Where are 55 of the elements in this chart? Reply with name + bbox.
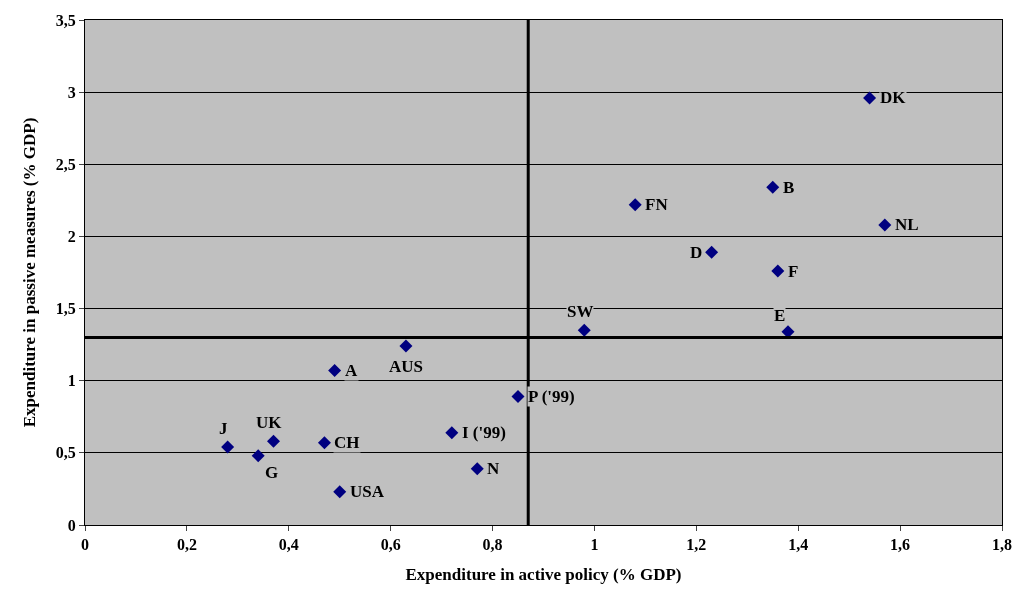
x-tick-label: 1,6 bbox=[890, 536, 911, 554]
annotation: NL bbox=[895, 215, 919, 234]
x-tick-label: 1,8 bbox=[992, 536, 1012, 554]
annotation: A bbox=[345, 361, 358, 380]
x-tick-label: 1 bbox=[590, 536, 599, 554]
point bbox=[221, 440, 235, 454]
annotation: P ('99) bbox=[528, 387, 575, 406]
x-tick-label: 1,2 bbox=[686, 536, 707, 554]
point bbox=[399, 339, 413, 353]
x-tick-label: 1,4 bbox=[788, 536, 809, 554]
annotation: E bbox=[774, 306, 786, 325]
point bbox=[878, 218, 892, 232]
y-axis-title: Expenditure in passive measures (% GDP) bbox=[20, 117, 40, 428]
point bbox=[766, 180, 780, 194]
y-tick-label: 1 bbox=[67, 372, 76, 390]
annotation: FN bbox=[645, 195, 669, 214]
y-tick-label: 1,5 bbox=[55, 300, 76, 318]
annotation: USA bbox=[350, 482, 385, 501]
annotation: CH bbox=[334, 433, 360, 452]
point bbox=[328, 364, 342, 378]
annotation: UK bbox=[256, 413, 283, 432]
point bbox=[705, 245, 719, 259]
annotation: J bbox=[219, 419, 228, 438]
point bbox=[333, 485, 347, 499]
point bbox=[470, 462, 484, 476]
y-tick-label: 0,5 bbox=[55, 444, 76, 462]
y-tick-label: 0 bbox=[67, 516, 76, 534]
point bbox=[863, 91, 877, 105]
x-tick-label: 0,6 bbox=[380, 536, 401, 554]
x-tick-label: 0,8 bbox=[482, 536, 503, 554]
annotation: G bbox=[265, 463, 279, 482]
annotation: I ('99) bbox=[462, 423, 506, 442]
y-tick-label: 3,5 bbox=[55, 11, 76, 29]
annotation: D bbox=[690, 243, 703, 262]
annotation: DK bbox=[880, 88, 907, 107]
annotation: N bbox=[487, 459, 500, 478]
point bbox=[445, 426, 459, 440]
x-tick-label: 0 bbox=[81, 536, 89, 554]
annotation: F bbox=[788, 262, 799, 281]
x-tick-label: 0,4 bbox=[278, 536, 299, 554]
point bbox=[251, 449, 265, 463]
annotation: AUS bbox=[389, 357, 424, 376]
point bbox=[577, 323, 591, 337]
annotation: B bbox=[783, 178, 795, 197]
x-axis-title: Expenditure in active policy (% GDP) bbox=[405, 564, 682, 584]
point bbox=[266, 434, 280, 448]
point bbox=[628, 198, 642, 212]
point bbox=[511, 390, 525, 404]
y-tick-label: 3 bbox=[67, 83, 76, 101]
y-tick-label: 2,5 bbox=[55, 155, 76, 173]
point bbox=[771, 264, 785, 278]
annotation: SW bbox=[567, 302, 594, 321]
x-tick-label: 0,2 bbox=[176, 536, 197, 554]
point bbox=[317, 436, 331, 450]
y-tick-label: 2 bbox=[67, 228, 76, 246]
